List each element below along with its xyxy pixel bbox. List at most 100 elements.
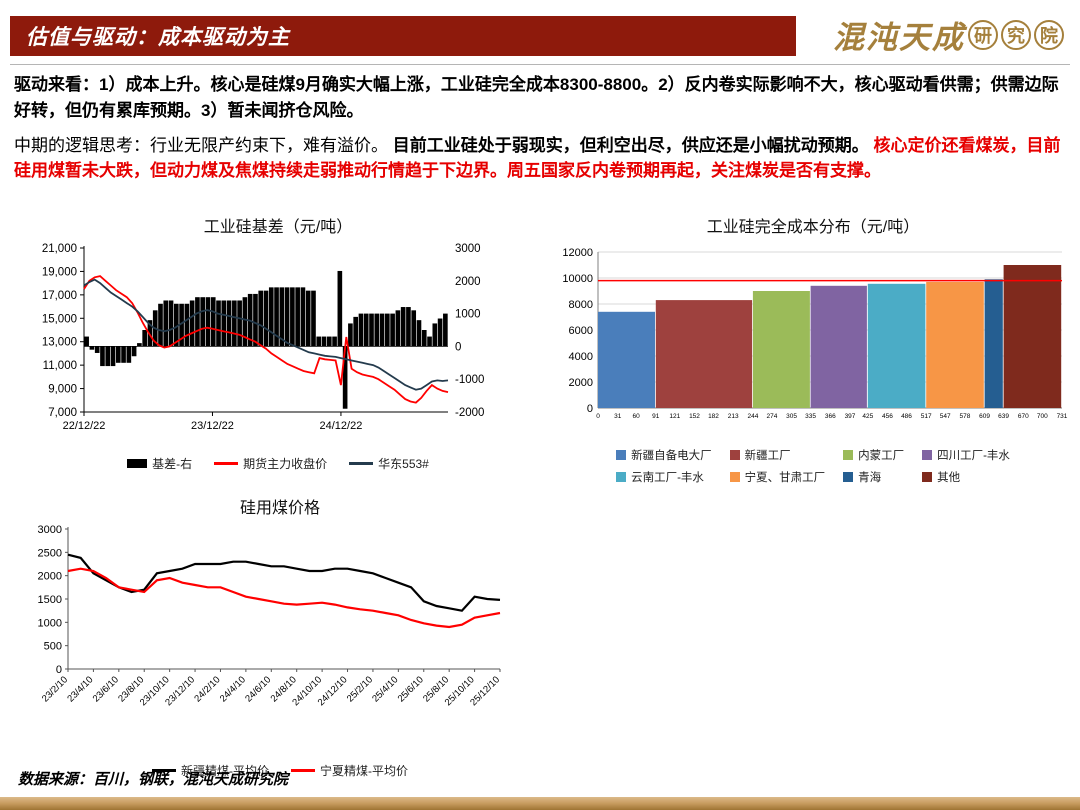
basis-bar [84, 336, 89, 347]
basis-bar [421, 330, 427, 347]
logo-seal-char: 研 [968, 19, 998, 50]
x-axis-tick: 25/6/10 [396, 674, 426, 704]
basis-bar [131, 346, 137, 357]
basis-bar [237, 300, 242, 347]
basis-bar [205, 297, 211, 347]
legend-label: 四川工厂-丰水 [937, 450, 1010, 462]
basis-chart-block: 工业硅基差（元/吨） 21,000 19,000 17,000 15,000 13,00… [28, 213, 528, 472]
basis-bar [348, 323, 353, 347]
basis-bar [342, 346, 348, 409]
basis-bar [226, 300, 232, 347]
left-axis-tick: 21,000 [42, 243, 77, 255]
basis-bar [221, 300, 227, 347]
x-axis-tick: 547 [940, 413, 951, 420]
y-axis-tick: 2000 [569, 377, 593, 389]
cost-bar [1003, 265, 1062, 408]
basis-bar [242, 297, 248, 347]
legend-label: 新疆工厂 [744, 450, 791, 462]
left-axis-tick: 17,000 [42, 290, 77, 302]
legend-label: 青海 [858, 472, 882, 484]
legend-swatch [349, 462, 374, 465]
y-axis-tick: 4000 [569, 351, 593, 363]
basis-bar [89, 346, 95, 350]
legend-item: 新疆自备电大厂 [616, 447, 712, 463]
x-axis-tick: 24/4/10 [218, 674, 248, 704]
page-title: 估值与驱动：成本驱动为主 [26, 26, 290, 49]
basis-bar [258, 290, 264, 347]
cost-bar [752, 291, 810, 408]
left-axis-tick: 7,000 [48, 407, 77, 419]
coal-chart: 0 500 1000 1500 2000 2500 3000 23/2/10 23/4/10 23… [22, 521, 538, 754]
basis-bar [216, 300, 221, 347]
x-axis-tick: 731 [1057, 413, 1068, 420]
legend-label: 华东553# [378, 457, 429, 471]
coal-chart-svg: 0 500 1000 1500 2000 2500 3000 23/2/1023/4/1023… [38, 524, 503, 708]
right-axis-tick: -1000 [455, 374, 484, 386]
y-axis-tick: 10000 [562, 273, 593, 285]
legend-item: 新疆工厂 [729, 447, 826, 463]
x-axis-tick: 397 [845, 413, 856, 420]
legend-label: 新疆自备电大厂 [631, 450, 712, 462]
basis-bar [142, 330, 147, 347]
legend-item: 青海 [843, 469, 904, 485]
right-axis-tick: 3000 [455, 243, 481, 255]
basis-bar [311, 290, 316, 347]
legend-label: 基差-右 [152, 457, 193, 471]
x-axis-tick: 23/2/10 [40, 674, 70, 704]
legend-item: 宁夏、甘肃工厂 [729, 469, 825, 485]
left-axis-tick: 13,000 [42, 337, 77, 349]
x-axis-tick: 91 [652, 413, 660, 420]
cost-bar [926, 281, 984, 408]
basis-bar [263, 290, 269, 347]
legend-swatch [843, 472, 854, 482]
legend-swatch [291, 769, 315, 772]
legend-item: 宁夏精煤-平均价 [291, 762, 408, 779]
legend-swatch [922, 472, 933, 482]
basis-bar [390, 313, 395, 347]
coal-chart-title: 硅用煤价格 [239, 500, 320, 517]
basis-bar [400, 307, 406, 347]
right-axis-tick: 0 [455, 341, 461, 353]
title-bar: 估值与驱动：成本驱动为主 [10, 16, 796, 56]
y-axis-tick: 12000 [562, 247, 593, 259]
footer-bar [0, 797, 1080, 810]
legend-swatch [616, 472, 627, 482]
analysis-text: 驱动来看：1）成本上升。核心是硅煤9月确实大幅上涨，工业硅完全成本8300-88… [14, 72, 1068, 193]
basis-bar [321, 336, 327, 347]
y-axis-tick: 8000 [569, 299, 593, 311]
price-line [83, 278, 449, 391]
x-axis-tick: 121 [669, 413, 680, 420]
analysis-para2-emphasis: 目前工业硅处于弱现实，但利空出尽，供应还是小幅扰动预期。 [392, 135, 869, 155]
basis-bar [316, 336, 322, 347]
header-divider [10, 64, 1070, 65]
x-axis-tick: 425 [862, 413, 873, 420]
cost-bar [655, 300, 753, 408]
basis-bar [179, 303, 184, 347]
basis-bar [326, 336, 332, 347]
basis-bar [184, 303, 190, 347]
x-axis-tick: 24/6/10 [243, 674, 273, 704]
x-axis-tick: 639 [998, 413, 1009, 420]
x-axis-tick: 31 [614, 413, 622, 420]
basis-bar [284, 287, 290, 347]
left-axis-tick: 11,000 [43, 360, 77, 372]
right-axis-tick: 1000 [455, 309, 481, 321]
basis-bar [195, 297, 200, 347]
basis-bar [300, 287, 306, 347]
x-axis-tick: 213 [728, 413, 739, 420]
coal-price-line [67, 567, 501, 629]
basis-bar [406, 307, 411, 347]
legend-swatch [616, 450, 627, 460]
legend-item: 基差-右 [127, 455, 192, 472]
basis-bar [416, 320, 422, 347]
analysis-para1-text: 驱动来看：1）成本上升。核心是硅煤9月确实大幅上涨，工业硅完全成本8300-88… [14, 75, 1059, 120]
basis-bar [295, 287, 300, 347]
basis-bar [105, 346, 111, 367]
analysis-para2-intro: 中期的逻辑思考：行业无限产约束下，难有溢价。 [14, 135, 388, 155]
right-axis-tick: 2000 [455, 276, 481, 288]
x-axis-tick: 274 [766, 413, 777, 420]
y-axis-tick: 2500 [38, 547, 62, 559]
x-axis-tick: 23/12/22 [191, 420, 234, 432]
cost-chart-legend: 新疆自备电大厂 新疆工厂 内蒙工厂 四川工厂-丰水 云南工厂-丰水 宁夏、甘肃工厂 青海 其他 [552, 447, 1074, 485]
